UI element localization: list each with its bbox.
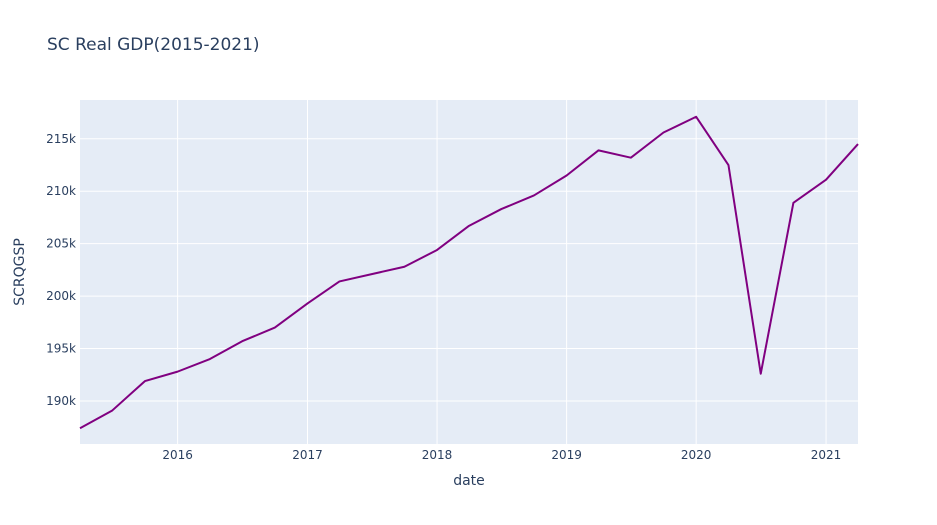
y-tick-label: 200k — [46, 289, 76, 303]
x-tick-label: 2021 — [811, 448, 842, 462]
y-tick-label: 205k — [46, 237, 76, 251]
y-tick-label: 190k — [46, 394, 76, 408]
y-tick-label: 210k — [46, 184, 76, 198]
y-axis-title: SCRQGSP — [12, 238, 28, 306]
y-tick-label: 195k — [46, 342, 76, 356]
x-tick-label: 2017 — [292, 448, 323, 462]
series-line — [79, 115, 859, 430]
x-axis-title: date — [453, 473, 485, 489]
plot-area — [80, 100, 858, 444]
x-tick-label: 2019 — [551, 448, 582, 462]
x-tick-label: 2016 — [162, 448, 193, 462]
chart-title: SC Real GDP(2015-2021) — [47, 35, 260, 55]
x-tick-label: 2018 — [422, 448, 453, 462]
grid — [80, 100, 858, 444]
series-layer — [79, 115, 859, 430]
y-tick-label: 215k — [46, 132, 76, 146]
x-axis: 2016 2017 2018 2019 2020 2021 — [162, 448, 841, 462]
y-axis: 190k 195k 200k 205k 210k 215k — [46, 132, 76, 408]
x-tick-label: 2020 — [681, 448, 712, 462]
